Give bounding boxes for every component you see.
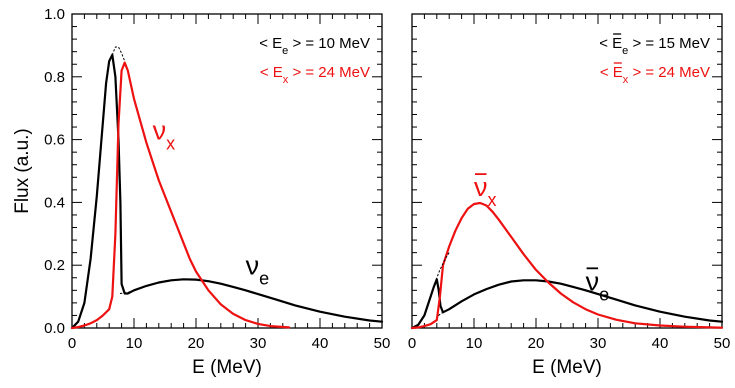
y-axis-title: Flux (a.u.) (12, 128, 33, 214)
x-tick-label: 50 (374, 335, 391, 352)
curve-label: νx (474, 172, 497, 210)
dotted-reference-curve (438, 308, 450, 316)
y-tick-label: 0.2 (44, 257, 65, 274)
legend-entry: < Ee > = 15 MeV (599, 35, 710, 57)
legend-sub: x (283, 74, 289, 86)
x-tick-label: 10 (126, 335, 143, 352)
legend-entry: < Ex > = 24 MeV (260, 64, 370, 86)
legend-pre: < E (259, 35, 282, 52)
y-tick-label: 0.4 (44, 194, 65, 211)
plot-frame (411, 13, 723, 329)
legend-pre: < E (260, 64, 283, 81)
series-curve-ν-e (70, 53, 384, 330)
y-tick-label: 0.8 (44, 69, 65, 86)
x-tick-label: 20 (188, 335, 205, 352)
right-panel: 0 10 20 30 40 50E (MeV)< Ee > = 15 MeV< Ex > … (408, 13, 731, 378)
series-curve-ν-x-bar (410, 201, 724, 330)
legend-pre: < E (599, 35, 622, 52)
x-axis-title: E (MeV) (532, 357, 602, 378)
x-axis-title: E (MeV) (192, 357, 262, 378)
x-tick-label: 40 (652, 335, 669, 352)
legend-sub: e (282, 45, 288, 57)
y-tick-label: 0.6 (44, 132, 65, 149)
curve-label-main: ν (246, 251, 260, 281)
curve-label-main: ν (153, 116, 167, 146)
curve-label-sub: e (599, 284, 609, 304)
dotted-reference-curve (111, 46, 126, 62)
curve-label: νe (246, 251, 270, 289)
left-panel: 0 10 20 30 40 50 0.0 0.2 0.4 0.6 0.8 1.0 E (MeV) Flux… (12, 6, 390, 378)
curve-label: νe (586, 266, 610, 304)
x-tick-label: 40 (312, 335, 329, 352)
dotted-reference-curve (119, 289, 135, 294)
plot-frame (71, 13, 383, 329)
y-tick-label: 1.0 (44, 6, 65, 23)
curve-label-sub: e (259, 269, 269, 289)
legend-post: > = 24 MeV (288, 64, 370, 81)
legend-sub: e (622, 45, 628, 57)
x-tick-label: 0 (408, 335, 416, 352)
dotted-reference-curve (433, 252, 450, 288)
legend-post: > = 24 MeV (628, 64, 710, 81)
curve-label-sub: x (488, 190, 497, 210)
series-curve-ν-x (70, 61, 291, 330)
series-curve-ν-e-bar (410, 278, 724, 330)
x-tick-label: 0 (68, 335, 76, 352)
legend-entry: < Ee > = 10 MeV (259, 35, 370, 57)
x-tick-label: 30 (250, 335, 267, 352)
x-tick-label: 30 (590, 335, 607, 352)
legend-post: > = 10 MeV (288, 35, 370, 52)
legend-pre: < E (600, 64, 623, 81)
x-tick-label: 20 (528, 335, 545, 352)
x-tick-label: 10 (466, 335, 483, 352)
legend-sub: x (623, 74, 629, 86)
legend-post: > = 15 MeV (628, 35, 710, 52)
curve-label: νx (153, 116, 176, 154)
curve-label-sub: x (166, 134, 175, 154)
x-tick-label: 50 (714, 335, 731, 352)
legend-entry: < Ex > = 24 MeV (600, 64, 710, 86)
curve-label-main: ν (586, 266, 600, 296)
y-tick-label: 0.0 (44, 320, 65, 337)
curve-label-main: ν (474, 172, 488, 202)
